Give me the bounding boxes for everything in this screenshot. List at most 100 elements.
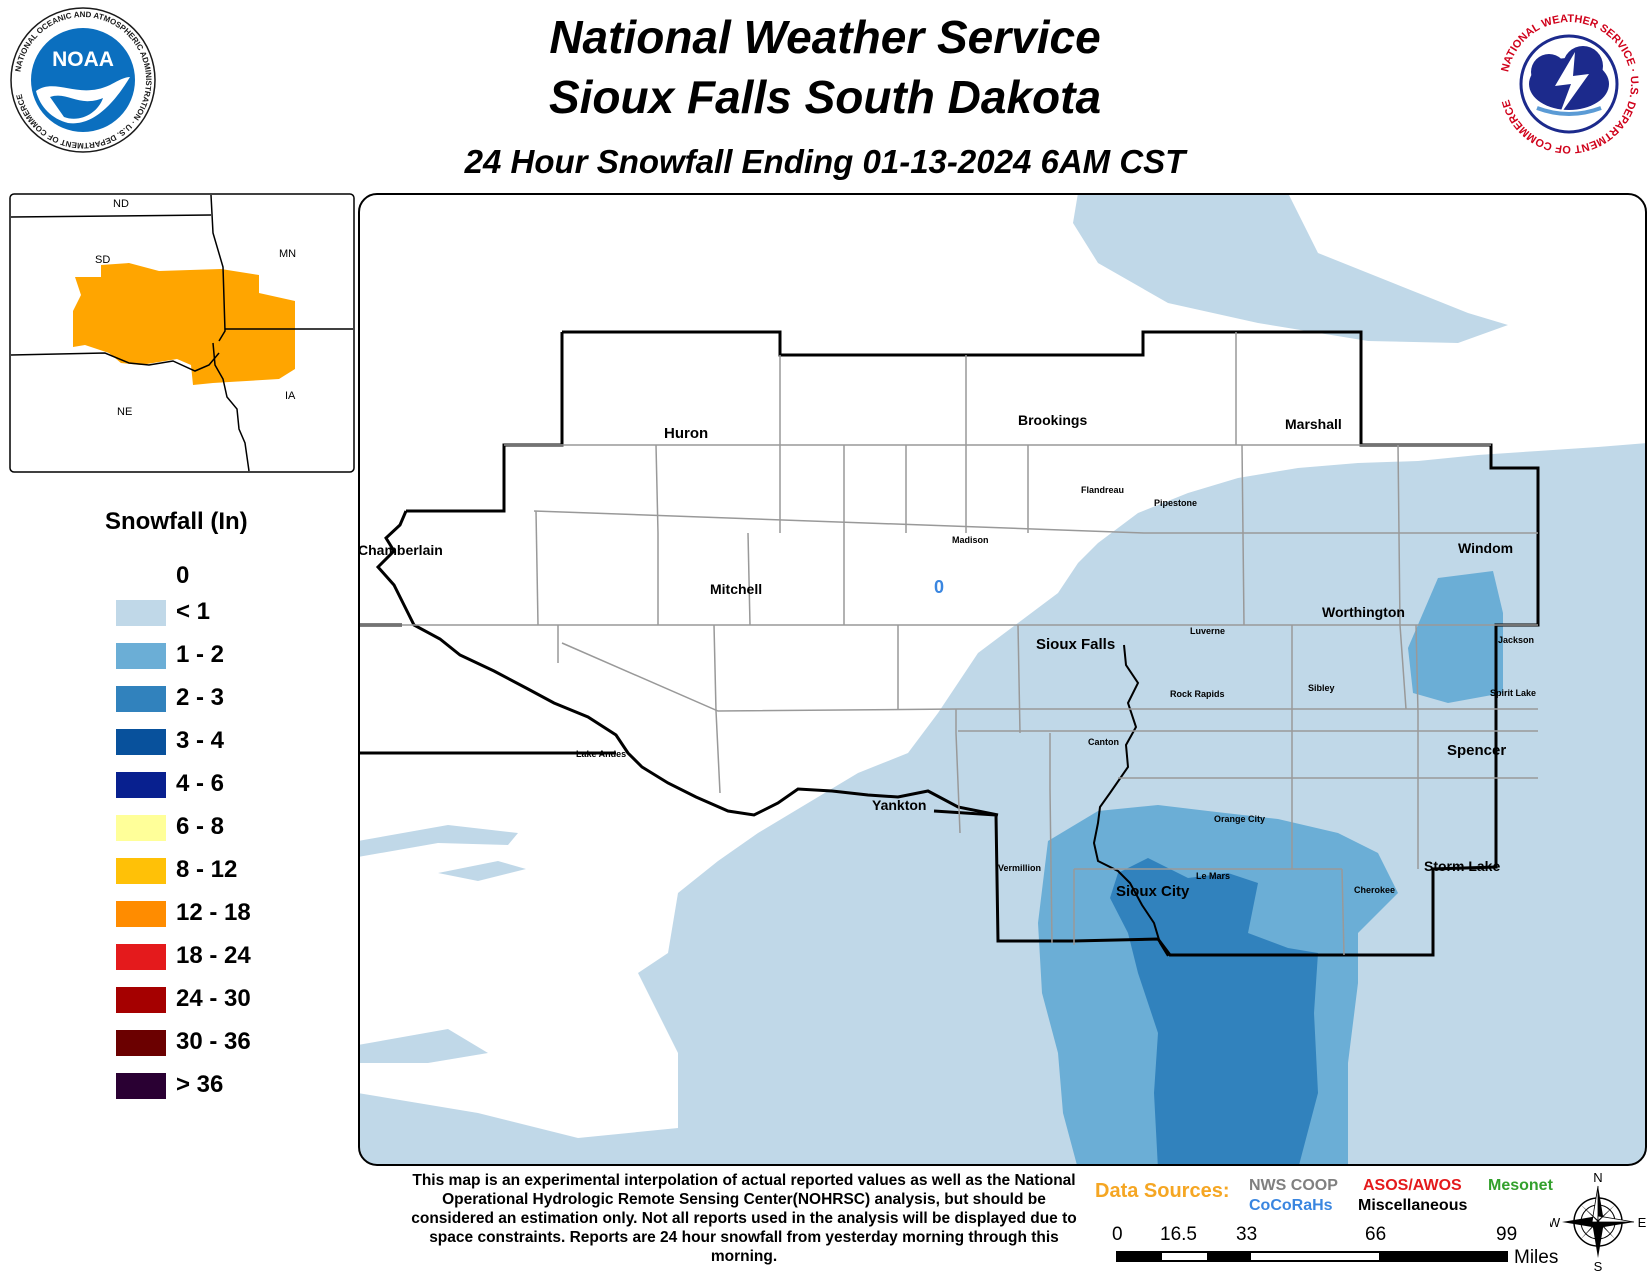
noaa-logo-text: NOAA [52,48,114,71]
inset-locator-map: ND SD MN NE IA [9,193,355,473]
source-cocorahs: CoCoRaHs [1249,1197,1333,1214]
snow-area-1to2-east [1408,571,1503,703]
legend-label: 2 - 3 [176,684,225,711]
legend-item: 2 - 3 [116,684,416,712]
city-label-worthington: Worthington [1322,604,1405,620]
legend-label: > 36 [176,1071,224,1098]
source-asos-awos: ASOS/AWOS [1363,1177,1462,1194]
city-label-marshall: Marshall [1285,416,1342,432]
town-label-spirit-lake: Spirit Lake [1490,688,1536,698]
big-sioux-river-border [1092,644,1169,957]
cwa-boundary-west-south [358,623,616,755]
town-labels: Flandreau Pipestone Madison Luverne Jack… [576,485,1536,895]
scale-tick-0: 0 [1112,1224,1123,1245]
legend-swatch [116,1030,166,1056]
scale-tick-16-5: 16.5 [1160,1224,1197,1245]
city-label-storm-lake: Storm Lake [1424,858,1500,874]
legend-label: 3 - 4 [176,727,225,754]
legend-swatch [116,944,166,970]
snowfall-map: Huron Brookings Marshall Chamberlain Mit… [358,193,1647,1166]
legend-swatch [116,1073,166,1099]
scale-bar [1116,1251,1508,1262]
legend-swatch [116,686,166,712]
town-label-rock-rapids: Rock Rapids [1170,689,1225,699]
missouri-river-border [375,510,999,817]
nws-logo: NATIONAL WEATHER SERVICE · U.S. DEPARTME… [1497,12,1641,156]
city-label-spencer: Spencer [1447,742,1506,759]
city-label-huron: Huron [664,425,708,442]
legend-item: 6 - 8 [116,813,416,841]
city-label-chamberlain: Chamberlain [358,542,443,558]
noaa-logo: NOAA NATIONAL OCEANIC AND ATMOSPHERIC AD… [10,7,156,153]
town-label-lake-andes: Lake Andes [576,749,626,759]
town-label-cherokee: Cherokee [1354,885,1395,895]
legend-swatch [116,772,166,798]
legend-swatch [116,987,166,1013]
legend-label: 6 - 8 [176,813,225,840]
town-label-luverne: Luverne [1190,626,1225,636]
city-label-sioux-falls: Sioux Falls [1036,636,1115,653]
legend-item: 18 - 24 [116,942,416,970]
legend-item: 3 - 4 [116,727,416,755]
inset-label-sd: SD [95,254,110,266]
compass-e: E [1638,1215,1646,1230]
legend-item: 4 - 6 [116,770,416,798]
town-label-pipestone: Pipestone [1154,498,1197,508]
legend-item: 12 - 18 [116,899,416,927]
legend-label: 18 - 24 [176,942,251,969]
snow-area-lt1-north [1073,195,1508,343]
town-label-orange-city: Orange City [1214,814,1265,824]
inset-label-ia: IA [285,390,296,402]
town-label-canton: Canton [1088,737,1119,747]
compass-n: N [1593,1170,1602,1185]
source-nws-coop: NWS COOP [1249,1177,1338,1194]
source-miscellaneous: Miscellaneous [1358,1197,1468,1214]
scale-tick-33: 33 [1236,1224,1258,1245]
source-mesonet: Mesonet [1488,1177,1553,1194]
inset-highlight-region [73,263,295,385]
town-label-jackson: Jackson [1498,635,1534,645]
county-lines [358,332,1538,956]
snow-area-lt1-west-c [360,1029,488,1063]
legend-item: < 1 [116,598,416,626]
disclaimer-text: This map is an experimental interpolatio… [411,1172,1077,1265]
legend-swatch [116,901,166,927]
page-title-office: Sioux Falls South Dakota [548,71,1102,123]
legend-label: < 1 [176,598,211,625]
legend-swatch [116,729,166,755]
city-label-sioux-city: Sioux City [1116,883,1190,900]
town-label-le-mars: Le Mars [1196,871,1230,881]
scale-tick-66: 66 [1365,1224,1387,1245]
legend-item: 24 - 30 [116,985,416,1013]
legend-label: 30 - 36 [176,1028,251,1055]
legend-item: > 36 [116,1071,416,1099]
town-label-madison: Madison [952,535,989,545]
legend-title: Snowfall (In) [105,508,248,535]
compass-s: S [1594,1259,1603,1272]
legend-swatch [116,858,166,884]
compass-w: W [1550,1215,1561,1230]
inset-label-mn: MN [279,248,296,260]
snow-area-lt1-west-a [360,825,518,857]
inset-label-nd: ND [113,198,129,210]
map-frame [358,193,1647,1166]
scale-unit: Miles [1514,1247,1559,1268]
legend-zero-label: 0 [176,562,190,589]
scale-tick-99: 99 [1496,1224,1518,1245]
legend-label: 12 - 18 [176,899,251,926]
city-label-yankton: Yankton [872,797,926,813]
legend-label: 24 - 30 [176,985,251,1012]
town-label-sibley: Sibley [1308,683,1335,693]
legend-item: 8 - 12 [116,856,416,884]
city-label-windom: Windom [1458,540,1513,556]
snow-area-2to3 [1110,858,1318,1165]
town-label-flandreau: Flandreau [1081,485,1124,495]
report-value-cocorahs: 0 [934,577,944,597]
legend-label: 8 - 12 [176,856,238,883]
legend-item: 1 - 2 [116,641,416,669]
city-labels: Huron Brookings Marshall Chamberlain Mit… [358,412,1513,900]
compass-rose: N S E W [1550,1170,1646,1272]
snow-area-lt1-west-b [438,861,526,881]
legend-swatch [116,643,166,669]
legend-label: 4 - 6 [176,770,225,797]
